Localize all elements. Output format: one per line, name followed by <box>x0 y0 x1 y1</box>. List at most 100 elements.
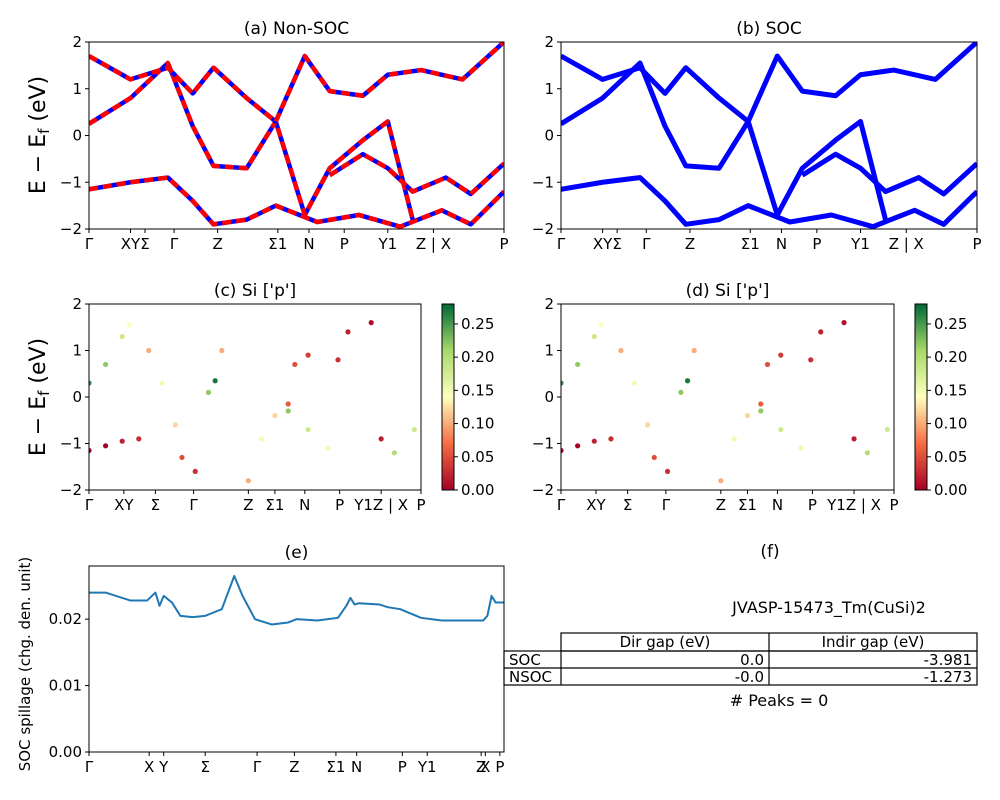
band-point <box>561 447 564 454</box>
x-tick-label: Y1 <box>417 758 437 776</box>
table-header-indir: Indir gap (eV) <box>822 633 925 651</box>
ylabel-top: E − Ef (eV) <box>26 76 53 194</box>
band-point <box>764 361 771 368</box>
colorbar-d <box>914 303 928 491</box>
y-tick-label: 0 <box>544 127 554 145</box>
colorbar-c-ticks: 0.25 0.20 0.15 0.10 0.05 0.00 <box>454 315 494 499</box>
panel-f-title: (f) <box>760 542 779 562</box>
band-line-red <box>89 175 504 229</box>
band-point <box>758 408 764 414</box>
y-tick-label: −2 <box>60 481 82 499</box>
x-tick-label: Σ1 <box>326 758 345 776</box>
band-point <box>561 380 564 386</box>
band-line-blue <box>89 42 504 124</box>
colorbar-c <box>441 303 455 491</box>
x-tick-label: X <box>480 758 490 776</box>
x-tick-label: Σ <box>623 496 632 514</box>
x-tick-label: Γ <box>557 235 566 253</box>
band-point <box>678 389 684 395</box>
x-tick-label: Σ1 <box>738 496 757 514</box>
plot-content <box>89 42 504 229</box>
band-point <box>644 422 651 428</box>
band-line-blue <box>561 60 888 221</box>
panel-f: (f) JVASP-15473_Tm(CuSi)2 Dir gap (eV) I… <box>503 542 978 710</box>
x-tick-label: P <box>335 496 344 514</box>
band-point <box>411 426 417 433</box>
colorbar-tick-label: 0.00 <box>934 481 967 499</box>
band-point <box>89 447 92 454</box>
band-point <box>598 322 604 328</box>
panel-title: (d) Si ['p'] <box>686 281 770 301</box>
y-tick-label: 1 <box>544 80 554 98</box>
band-point <box>391 450 398 456</box>
x-tick-label: Γ <box>85 758 94 776</box>
x-tick-label: N <box>776 235 787 253</box>
x-tick-label: Γ <box>85 235 94 253</box>
x-tick-label: N <box>303 235 314 253</box>
x-tick-label: Γ <box>557 496 566 514</box>
colorbar-tick-label: 0.25 <box>461 315 494 333</box>
panel-title: (b) SOC <box>736 19 802 39</box>
band-point <box>851 436 857 442</box>
y-tick-label: 2 <box>72 33 82 51</box>
axes-frame <box>560 303 895 491</box>
row-soc-dir: 0.0 <box>740 651 764 669</box>
x-tick-label: Γ <box>189 496 198 514</box>
x-tick-label: P <box>495 758 504 776</box>
band-point <box>172 422 178 428</box>
band-line-red <box>89 42 504 124</box>
row-nsoc-dir: -0.0 <box>735 668 764 686</box>
band-point <box>818 329 824 335</box>
x-tick-label: Γ <box>642 235 651 253</box>
x-tick-label: Y1 <box>377 235 397 253</box>
band-point <box>219 347 225 354</box>
band-point <box>651 454 657 461</box>
band-point <box>758 401 764 407</box>
panel-title: (a) Non-SOC <box>244 19 349 39</box>
band-point <box>618 347 624 354</box>
x-tick-label: Y1Z | X <box>826 496 881 514</box>
row-nsoc-indir: -1.273 <box>924 668 972 686</box>
panel-title: (e) <box>285 543 309 563</box>
x-tick-label: XY <box>586 496 606 514</box>
x-tick-label: P <box>808 496 817 514</box>
ylabel-spillage: SOC spillage (chg. den. unit) <box>16 557 34 772</box>
band-point <box>305 352 311 358</box>
band-point <box>192 468 198 474</box>
y-tick-label: 0.02 <box>49 610 82 628</box>
colorbar-tick-label: 0.10 <box>934 415 967 433</box>
band-point <box>272 413 278 419</box>
band-point <box>292 361 298 368</box>
band-point <box>608 436 614 442</box>
band-point <box>259 436 265 442</box>
x-tick-label: Z <box>243 496 253 514</box>
x-tick-label: XY <box>593 235 613 253</box>
band-point <box>575 443 581 449</box>
band-point <box>103 361 109 368</box>
x-tick-label: Γ <box>85 496 94 514</box>
panel-title: (c) Si ['p'] <box>214 281 296 301</box>
x-tick-label: P <box>340 235 349 253</box>
y-tick-label: −2 <box>532 481 554 499</box>
axes-frame <box>88 303 422 491</box>
y-tick-label: 0 <box>72 388 82 406</box>
band-point <box>591 333 597 340</box>
x-tick-label: Y1Z | X <box>353 496 408 514</box>
y-tick-label: −2 <box>60 220 82 238</box>
x-tick-label: Z <box>289 758 299 776</box>
x-tick-label: P <box>812 235 821 253</box>
band-point <box>631 380 637 386</box>
band-point <box>798 445 804 451</box>
band-point <box>305 426 311 433</box>
band-point <box>325 445 331 451</box>
colorbar-tick-label: 0.10 <box>461 415 494 433</box>
band-point <box>718 478 724 484</box>
band-line-blue <box>561 42 977 124</box>
ylabel-middle: E − Ef (eV) <box>26 338 53 456</box>
x-tick-label: Y1 <box>850 235 870 253</box>
y-tick-label: −1 <box>532 173 554 191</box>
x-tick-label: Σ <box>140 235 149 253</box>
band-point <box>841 320 847 326</box>
